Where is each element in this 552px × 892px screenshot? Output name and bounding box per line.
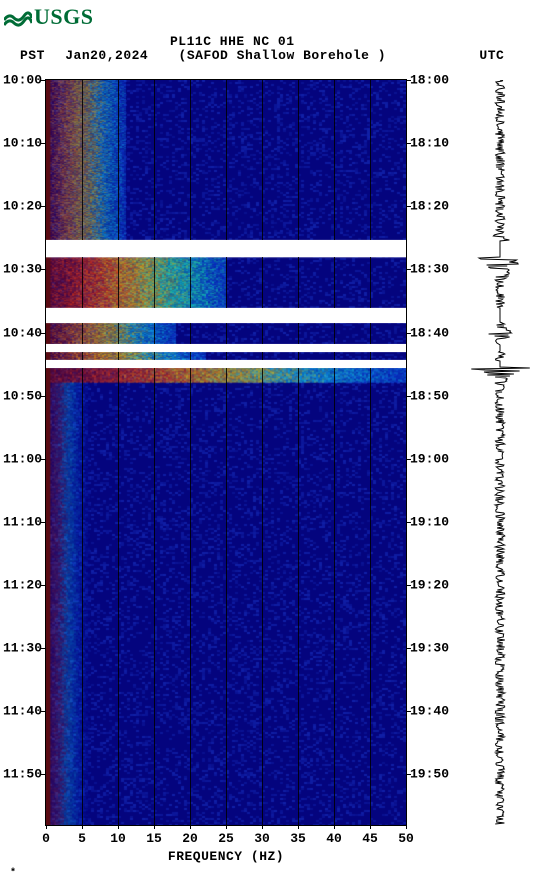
right-time-label: 19:30 [410,641,449,656]
right-time-label: 19:20 [410,578,449,593]
x-tick-label: 20 [182,831,198,846]
pst-label: PST [20,48,45,63]
chart-subtitle: PST Jan20,2024 (SAFOD Shallow Borehole )… [20,48,504,63]
footnote: * [10,868,16,879]
x-tick-label: 50 [398,831,414,846]
usgs-logo-text: USGS [34,4,93,30]
spectrogram-chart: FREQUENCY (HZ) 0510152025303540455010:00… [46,80,406,825]
right-time-label: 18:40 [410,325,449,340]
right-time-label: 19:10 [410,514,449,529]
right-time-label: 18:00 [410,73,449,88]
x-tick-label: 5 [78,831,86,846]
x-tick-label: 45 [362,831,378,846]
left-time-label: 11:20 [3,578,42,593]
waveform-trace [460,80,540,825]
left-time-label: 10:10 [3,136,42,151]
x-axis-label: FREQUENCY (HZ) [168,849,284,864]
left-time-label: 11:00 [3,451,42,466]
right-time-label: 18:20 [410,199,449,214]
right-time-label: 18:50 [410,388,449,403]
left-time-label: 10:00 [3,73,42,88]
date-label: Jan20,2024 [65,48,148,63]
x-tick-label: 25 [218,831,234,846]
utc-label: UTC [479,48,504,63]
usgs-wave-icon [4,6,32,28]
x-tick-label: 15 [146,831,162,846]
x-tick-label: 10 [110,831,126,846]
x-tick-label: 30 [254,831,270,846]
x-tick-label: 35 [290,831,306,846]
x-tick-label: 0 [42,831,50,846]
left-time-label: 11:30 [3,641,42,656]
station-label: (SAFOD Shallow Borehole ) [179,48,387,63]
left-time-label: 10:30 [3,262,42,277]
left-time-label: 11:40 [3,704,42,719]
x-tick-label: 40 [326,831,342,846]
usgs-logo: USGS [4,4,93,30]
left-time-label: 11:10 [3,514,42,529]
left-time-label: 10:40 [3,325,42,340]
right-time-label: 19:40 [410,704,449,719]
right-time-label: 19:00 [410,451,449,466]
left-time-label: 11:50 [3,767,42,782]
right-time-label: 18:10 [410,136,449,151]
right-time-label: 19:50 [410,767,449,782]
right-time-label: 18:30 [410,262,449,277]
chart-title: PL11C HHE NC 01 [170,34,295,49]
left-time-label: 10:20 [3,199,42,214]
left-time-label: 10:50 [3,388,42,403]
